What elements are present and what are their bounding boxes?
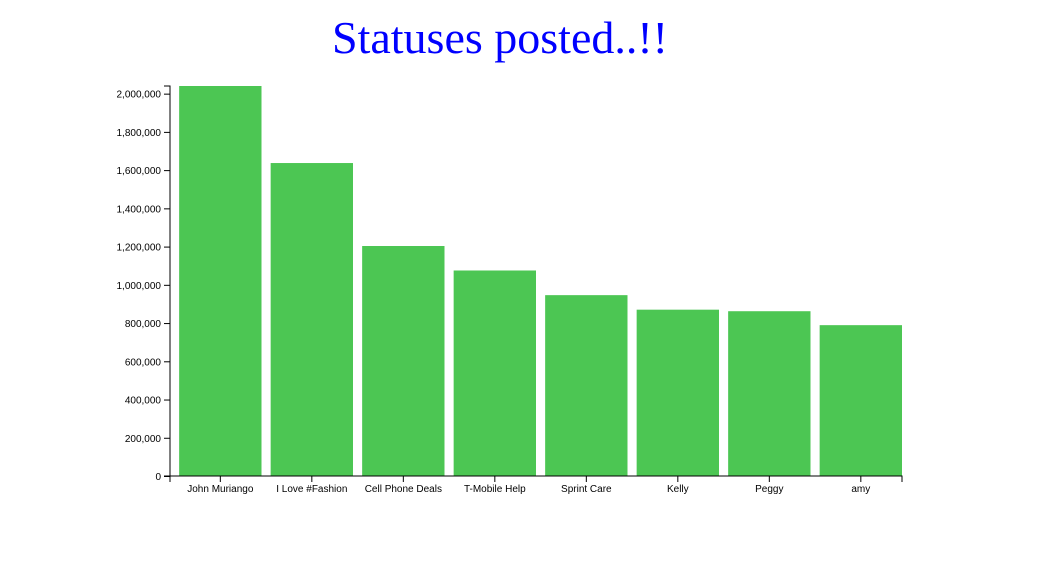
x-tick-label: Kelly [667, 484, 689, 495]
x-tick-label: John Muriango [187, 484, 254, 495]
x-tick-label: Sprint Care [561, 484, 612, 495]
bar-0 [179, 86, 262, 476]
bar-5 [636, 309, 719, 476]
y-tick-label: 200,000 [125, 434, 162, 445]
y-tick-label: 1,000,000 [117, 281, 162, 292]
y-tick-label: 1,400,000 [117, 204, 162, 215]
x-tick-label: Peggy [755, 484, 783, 495]
y-axis-line [164, 85, 171, 477]
bar-2 [362, 246, 445, 476]
bar-1 [270, 163, 353, 477]
y-tick-label: 1,600,000 [117, 166, 162, 177]
x-tick-label: I Love #Fashion [276, 484, 347, 495]
bars-group [179, 86, 902, 477]
x-tick-label: T-Mobile Help [464, 484, 526, 495]
y-tick-label: 2,000,000 [117, 90, 162, 101]
x-tick-label: amy [851, 484, 870, 495]
y-tick-label: 400,000 [125, 396, 162, 407]
y-tick-label: 0 [155, 472, 161, 483]
chart-title: Statuses posted..!! [331, 12, 668, 63]
y-tick-label: 800,000 [125, 319, 162, 330]
y-tick-label: 1,800,000 [117, 128, 162, 139]
y-axis: 0 200,000 400,000 600,000 800,000 1,000,000 1,… [117, 85, 171, 483]
bar-3 [453, 270, 536, 476]
x-axis-line [169, 475, 903, 482]
bar-6 [728, 311, 811, 476]
y-tick-label: 600,000 [125, 357, 162, 368]
y-tick-label: 1,200,000 [117, 243, 162, 254]
x-axis: John Muriango I Love #Fashion Cell Phone D… [169, 475, 903, 495]
bar-4 [545, 295, 628, 476]
x-tick-label: Cell Phone Deals [365, 484, 442, 495]
bar-7 [819, 325, 902, 476]
